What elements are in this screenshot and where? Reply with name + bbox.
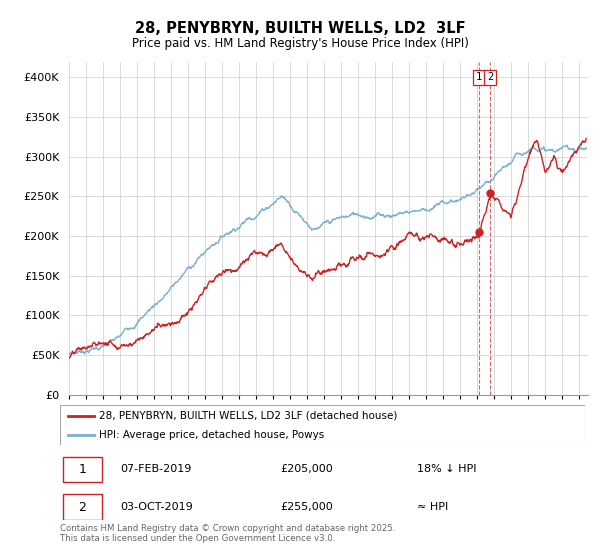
Text: 07-FEB-2019: 07-FEB-2019 bbox=[121, 464, 192, 474]
Text: 28, PENYBRYN, BUILTH WELLS, LD2  3LF: 28, PENYBRYN, BUILTH WELLS, LD2 3LF bbox=[134, 21, 466, 36]
Text: 1: 1 bbox=[79, 463, 86, 476]
Text: 2: 2 bbox=[79, 501, 86, 514]
Text: 1: 1 bbox=[476, 72, 482, 82]
Text: HPI: Average price, detached house, Powys: HPI: Average price, detached house, Powy… bbox=[100, 430, 325, 440]
Text: 2: 2 bbox=[487, 72, 493, 82]
FancyBboxPatch shape bbox=[62, 457, 102, 482]
Text: £255,000: £255,000 bbox=[281, 502, 333, 512]
Text: ≈ HPI: ≈ HPI bbox=[417, 502, 448, 512]
FancyBboxPatch shape bbox=[62, 494, 102, 520]
Text: 18% ↓ HPI: 18% ↓ HPI bbox=[417, 464, 476, 474]
Text: 03-OCT-2019: 03-OCT-2019 bbox=[121, 502, 193, 512]
Text: Price paid vs. HM Land Registry's House Price Index (HPI): Price paid vs. HM Land Registry's House … bbox=[131, 37, 469, 50]
Text: £205,000: £205,000 bbox=[281, 464, 333, 474]
Text: Contains HM Land Registry data © Crown copyright and database right 2025.
This d: Contains HM Land Registry data © Crown c… bbox=[60, 524, 395, 543]
Text: 28, PENYBRYN, BUILTH WELLS, LD2 3LF (detached house): 28, PENYBRYN, BUILTH WELLS, LD2 3LF (det… bbox=[100, 411, 398, 421]
